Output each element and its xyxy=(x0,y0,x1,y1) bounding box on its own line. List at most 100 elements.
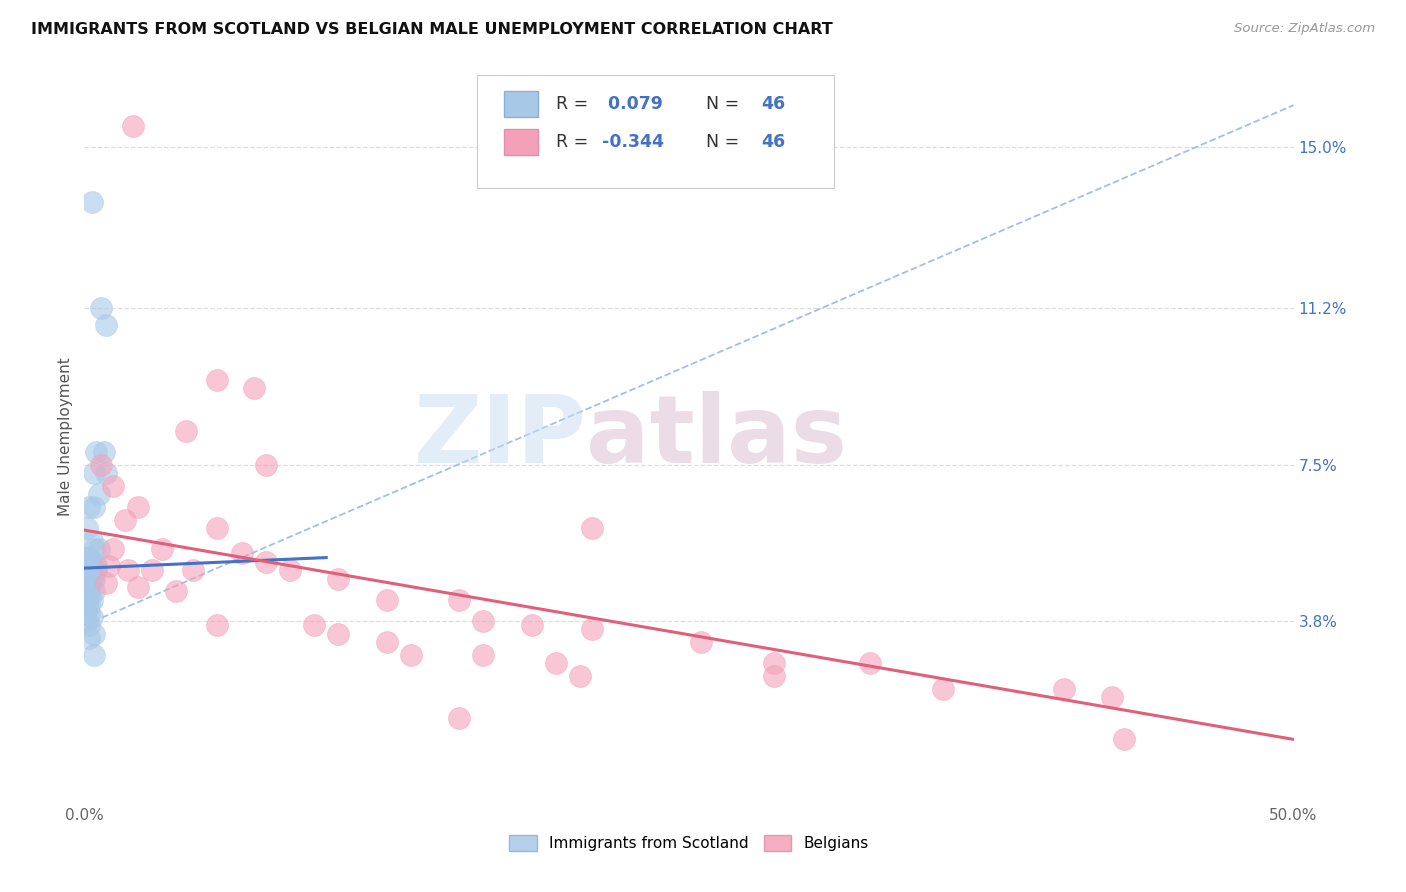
Point xyxy=(114,512,136,526)
Point xyxy=(103,479,125,493)
Text: R =: R = xyxy=(555,95,593,113)
Text: N =: N = xyxy=(695,133,745,152)
Point xyxy=(77,618,100,632)
Point xyxy=(87,487,110,501)
Text: 0.079: 0.079 xyxy=(602,95,662,113)
Point xyxy=(97,559,120,574)
Point xyxy=(83,466,105,480)
Point xyxy=(328,572,350,586)
Point xyxy=(86,559,108,574)
Point xyxy=(472,614,495,628)
Point xyxy=(87,542,110,557)
Point xyxy=(231,546,253,560)
Point xyxy=(103,542,125,557)
Point xyxy=(569,669,592,683)
Point xyxy=(80,572,103,586)
Point xyxy=(127,580,149,594)
Point xyxy=(399,648,422,662)
Point xyxy=(83,626,105,640)
Point xyxy=(328,626,350,640)
Point xyxy=(254,555,277,569)
Point xyxy=(520,618,543,632)
Point xyxy=(76,572,98,586)
Text: 46: 46 xyxy=(762,95,786,113)
Point xyxy=(83,572,105,586)
Point xyxy=(76,555,98,569)
Bar xyxy=(503,129,538,155)
Text: IMMIGRANTS FROM SCOTLAND VS BELGIAN MALE UNEMPLOYMENT CORRELATION CHART: IMMIGRANTS FROM SCOTLAND VS BELGIAN MALE… xyxy=(31,22,832,37)
Point xyxy=(174,424,197,438)
Point xyxy=(165,584,187,599)
Point xyxy=(181,563,204,577)
Point xyxy=(76,580,98,594)
Point xyxy=(121,120,143,134)
Point xyxy=(80,195,103,210)
Point xyxy=(1101,690,1123,705)
Point xyxy=(77,567,100,582)
Text: Source: ZipAtlas.com: Source: ZipAtlas.com xyxy=(1234,22,1375,36)
Point xyxy=(94,466,117,480)
Point xyxy=(127,500,149,514)
Legend: Immigrants from Scotland, Belgians: Immigrants from Scotland, Belgians xyxy=(503,830,875,857)
Point xyxy=(449,592,471,607)
Point xyxy=(90,458,112,472)
Point xyxy=(77,500,100,514)
Point xyxy=(77,606,100,620)
Text: atlas: atlas xyxy=(586,391,848,483)
Point xyxy=(150,542,173,557)
Point xyxy=(80,609,103,624)
Point xyxy=(302,618,325,632)
Text: 46: 46 xyxy=(762,133,786,152)
Point xyxy=(581,521,603,535)
Point xyxy=(80,592,103,607)
Point xyxy=(581,623,603,637)
Point xyxy=(76,597,98,611)
Bar xyxy=(503,91,538,118)
Point xyxy=(83,542,105,557)
Point xyxy=(207,618,229,632)
Point xyxy=(76,550,98,565)
Point xyxy=(83,584,105,599)
Point xyxy=(859,657,882,671)
Point xyxy=(762,669,785,683)
Point xyxy=(77,563,100,577)
Point xyxy=(472,648,495,662)
Text: R =: R = xyxy=(555,133,593,152)
Point xyxy=(1053,681,1076,696)
Point xyxy=(77,589,100,603)
Point xyxy=(375,635,398,649)
Point xyxy=(278,563,301,577)
Point xyxy=(77,580,100,594)
Point xyxy=(375,592,398,607)
Point xyxy=(141,563,163,577)
Point xyxy=(90,301,112,315)
Point xyxy=(94,318,117,332)
Point xyxy=(86,563,108,577)
Point xyxy=(932,681,955,696)
Point xyxy=(93,445,115,459)
Point xyxy=(76,589,98,603)
Point xyxy=(76,567,98,582)
Point xyxy=(77,597,100,611)
Point xyxy=(86,445,108,459)
Point xyxy=(83,648,105,662)
FancyBboxPatch shape xyxy=(478,75,834,188)
Text: N =: N = xyxy=(695,95,745,113)
Point xyxy=(76,521,98,535)
Point xyxy=(449,711,471,725)
Point xyxy=(254,458,277,472)
Point xyxy=(77,559,100,574)
Point xyxy=(80,559,103,574)
Point xyxy=(83,500,105,514)
Point xyxy=(207,373,229,387)
Point xyxy=(77,631,100,645)
Text: ZIP: ZIP xyxy=(413,391,586,483)
Point xyxy=(76,601,98,615)
Point xyxy=(80,533,103,548)
Text: -0.344: -0.344 xyxy=(602,133,664,152)
Point xyxy=(1114,732,1136,747)
Point xyxy=(76,563,98,577)
Point xyxy=(94,576,117,591)
Point xyxy=(76,614,98,628)
Point xyxy=(544,657,567,671)
